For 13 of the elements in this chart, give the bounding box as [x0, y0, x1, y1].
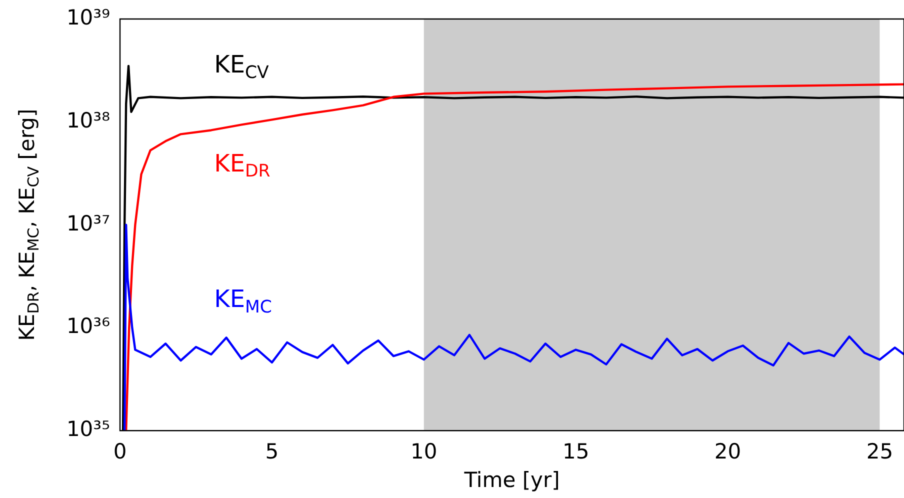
- y-tick-label: 10³⁵: [66, 417, 110, 442]
- y-tick-label: 10³⁶: [66, 314, 110, 338]
- x-tick-label: 20: [714, 440, 742, 464]
- x-tick-label: 15: [562, 440, 590, 464]
- y-tick-label: 10³⁷: [66, 211, 110, 236]
- y-tick-label: 10³⁹: [66, 5, 110, 30]
- x-tick-label: 25: [866, 440, 894, 464]
- y-axis-title: KEDR, KEMC, KECV [erg]: [15, 108, 43, 341]
- y-tick-label: 10³⁸: [66, 108, 110, 132]
- x-tick-label: 10: [410, 440, 438, 464]
- x-tick-label: 5: [265, 440, 279, 464]
- x-tick-label: 0: [113, 440, 127, 464]
- x-axis-title: Time [yr]: [463, 468, 560, 492]
